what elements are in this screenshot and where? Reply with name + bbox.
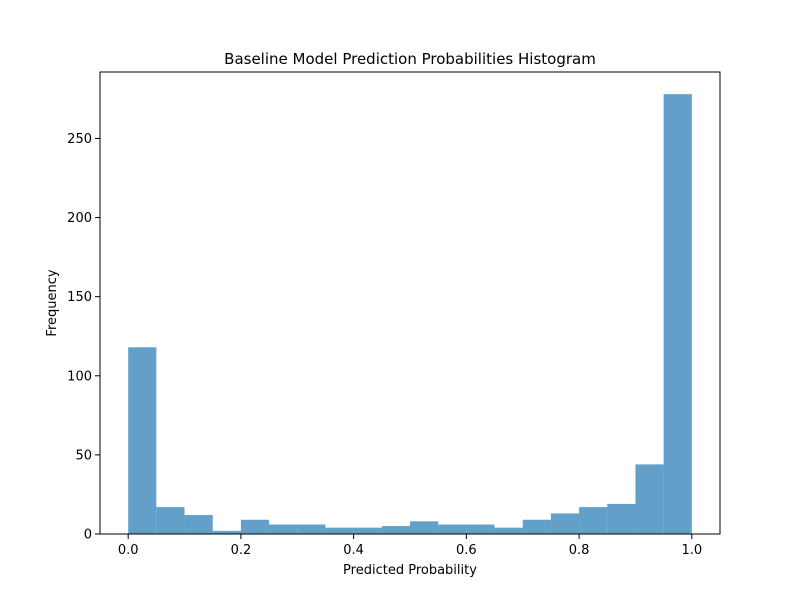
histogram-bar: [353, 527, 382, 534]
histogram-bars: [128, 94, 692, 534]
x-tick-label: 0.8: [569, 543, 590, 558]
histogram-bar: [269, 524, 298, 534]
histogram-bar: [466, 524, 495, 534]
histogram-bar: [410, 521, 439, 534]
histogram-bar: [522, 519, 551, 534]
histogram-bar: [297, 524, 326, 534]
x-axis-ticks: 0.0 0.2 0.4 0.6 0.8 1.0: [118, 534, 702, 558]
plot-frame: [99, 71, 721, 535]
histogram-bar: [607, 503, 636, 534]
histogram-bar: [156, 507, 185, 534]
x-tick-label: 0.6: [456, 543, 477, 558]
histogram-bar: [579, 507, 608, 534]
histogram-bar: [381, 526, 410, 534]
x-tick-label: 0.4: [343, 543, 364, 558]
y-axis-label: Frequency: [45, 269, 60, 336]
x-axis-label: Predicted Probability: [343, 563, 477, 578]
histogram-bar: [128, 347, 157, 534]
y-tick-label: 250: [67, 132, 92, 147]
histogram-bar: [494, 527, 523, 534]
y-tick-label: 0: [84, 528, 92, 543]
y-tick-label: 100: [67, 369, 92, 384]
y-tick-label: 150: [67, 290, 92, 305]
histogram-bar: [240, 519, 270, 534]
histogram-bar: [212, 530, 241, 534]
y-axis-ticks: 0 50 100 150 200 250: [67, 132, 100, 543]
histogram-bar: [184, 515, 213, 534]
y-tick-label: 200: [67, 211, 92, 226]
histogram-bar: [635, 464, 664, 534]
x-tick-label: 0.0: [118, 543, 139, 558]
histogram-bar: [325, 527, 354, 534]
histogram-bar: [550, 513, 580, 534]
y-tick-label: 50: [75, 448, 92, 463]
x-tick-label: 1.0: [681, 543, 702, 558]
x-tick-label: 0.2: [231, 543, 252, 558]
histogram-bar: [438, 524, 467, 534]
chart-title: Baseline Model Prediction Probabilities …: [224, 50, 596, 68]
histogram-bar: [663, 94, 692, 534]
